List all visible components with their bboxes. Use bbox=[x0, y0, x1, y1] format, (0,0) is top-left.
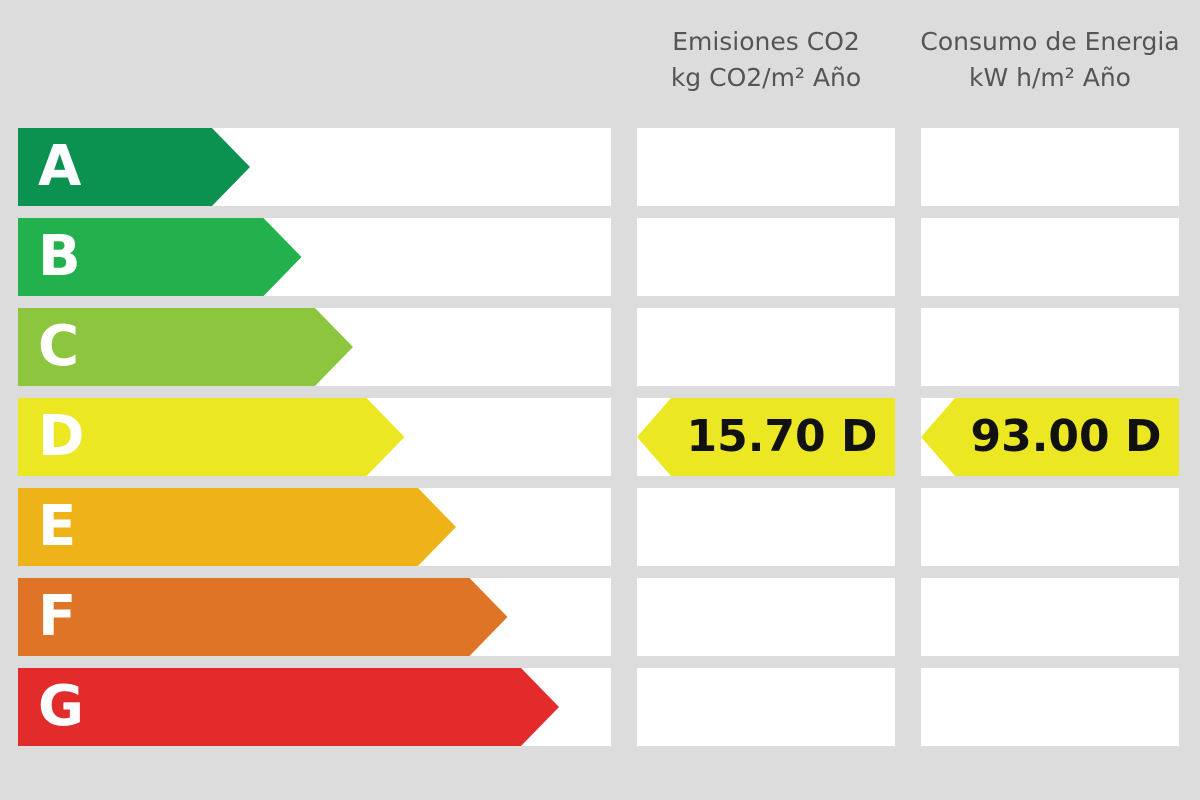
rating-text: 93.00 D bbox=[970, 411, 1161, 462]
rating-grade: D bbox=[841, 411, 878, 462]
rating-value: 15.70 bbox=[686, 411, 825, 462]
value-cell bbox=[921, 218, 1179, 296]
value-cell bbox=[637, 218, 895, 296]
grade-arrow bbox=[18, 488, 456, 566]
grade-arrow bbox=[18, 308, 353, 386]
column-title: Emisiones CO2 bbox=[672, 27, 860, 56]
grade-letter: F bbox=[38, 584, 76, 649]
value-cell bbox=[921, 668, 1179, 746]
value-cell bbox=[637, 488, 895, 566]
column-unit: kg CO2/m² Año bbox=[671, 63, 861, 92]
grade-letter: G bbox=[38, 674, 84, 739]
grade-letter: E bbox=[38, 494, 76, 559]
value-cell bbox=[921, 308, 1179, 386]
rating-marker bbox=[637, 398, 895, 476]
grade-arrow bbox=[18, 218, 302, 296]
rating-value: 93.00 bbox=[970, 411, 1109, 462]
value-cell bbox=[921, 488, 1179, 566]
grade-letter: D bbox=[38, 404, 84, 469]
grade-letter: A bbox=[38, 134, 82, 199]
grade-arrow bbox=[18, 398, 405, 476]
column-title: Consumo de Energia bbox=[920, 27, 1179, 56]
rating-marker bbox=[921, 398, 1179, 476]
column-unit: kW h/m² Año bbox=[969, 63, 1131, 92]
rating-text: 15.70 D bbox=[686, 411, 877, 462]
grade-arrow bbox=[18, 578, 508, 656]
rating-grade: D bbox=[1125, 411, 1162, 462]
value-cell bbox=[921, 128, 1179, 206]
value-cell bbox=[637, 308, 895, 386]
value-cell bbox=[921, 578, 1179, 656]
value-cell bbox=[637, 128, 895, 206]
grade-letter: C bbox=[38, 314, 79, 379]
grade-arrow bbox=[18, 128, 250, 206]
value-cell bbox=[637, 668, 895, 746]
grade-letter: B bbox=[38, 224, 81, 289]
value-cell bbox=[637, 578, 895, 656]
grade-arrow bbox=[18, 668, 559, 746]
